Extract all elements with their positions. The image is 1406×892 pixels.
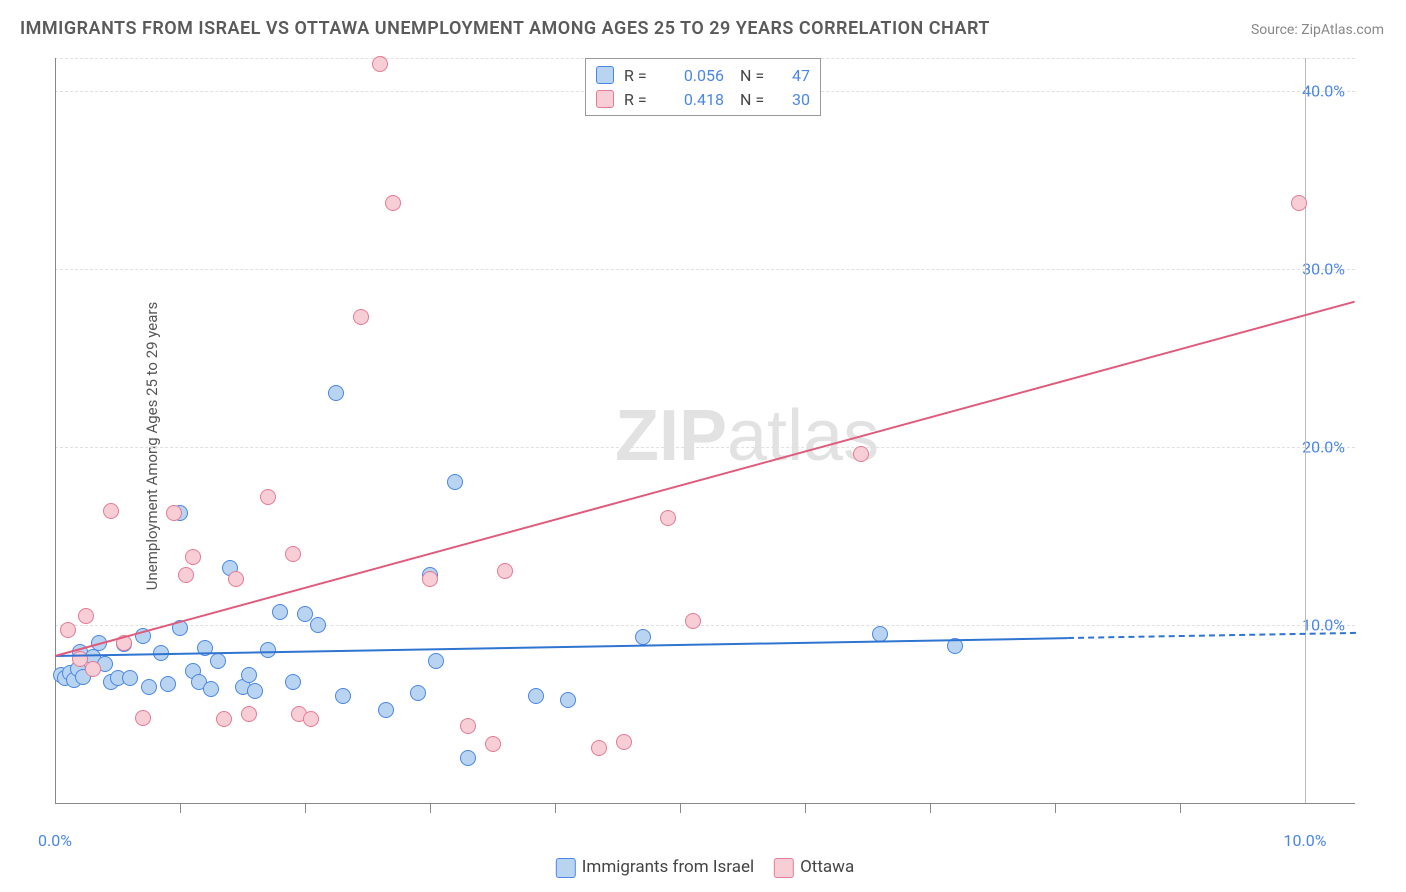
scatter-point-israel	[410, 685, 426, 701]
right-border	[1305, 58, 1306, 803]
legend-swatch	[774, 858, 794, 878]
gridline-h	[55, 447, 1355, 448]
scatter-point-ottawa	[216, 711, 232, 727]
scatter-point-israel	[428, 653, 444, 669]
legend-stats-row: R = 0.418 N = 30	[596, 87, 810, 111]
x-tick-mark	[1180, 803, 1181, 813]
x-tick-mark	[930, 803, 931, 813]
scatter-point-ottawa	[60, 622, 76, 638]
x-tick-label: 10.0%	[1284, 831, 1327, 850]
scatter-point-ottawa	[78, 608, 94, 624]
legend-n-label: N =	[740, 66, 770, 85]
scatter-point-israel	[160, 676, 176, 692]
scatter-point-ottawa	[460, 718, 476, 734]
watermark-bold: ZIP	[615, 396, 727, 476]
legend-stats: R = 0.056 N = 47 R = 0.418 N = 30	[585, 58, 821, 116]
scatter-point-israel	[528, 688, 544, 704]
scatter-point-ottawa	[372, 56, 388, 72]
scatter-point-ottawa	[497, 563, 513, 579]
scatter-point-ottawa	[241, 706, 257, 722]
scatter-point-ottawa	[85, 661, 101, 677]
legend-swatch	[596, 66, 614, 84]
scatter-point-israel	[460, 750, 476, 766]
trend-line	[55, 301, 1356, 657]
chart-title: IMMIGRANTS FROM ISRAEL VS OTTAWA UNEMPLO…	[20, 18, 990, 39]
x-tick-mark	[680, 803, 681, 813]
scatter-point-ottawa	[260, 489, 276, 505]
scatter-point-ottawa	[485, 736, 501, 752]
legend-series: Immigrants from Israel Ottawa	[556, 857, 854, 878]
legend-item-label: Ottawa	[800, 857, 854, 877]
scatter-point-ottawa	[853, 446, 869, 462]
legend-r-label: R =	[624, 90, 654, 109]
scatter-plot: ZIPatlas 10.0%20.0%30.0%40.0%0.0%10.0%R …	[55, 55, 1355, 825]
trend-line-dash	[1067, 632, 1355, 639]
scatter-point-israel	[141, 679, 157, 695]
y-tick-label: 20.0%	[1302, 437, 1345, 456]
scatter-point-ottawa	[353, 309, 369, 325]
scatter-point-israel	[203, 681, 219, 697]
scatter-point-israel	[122, 670, 138, 686]
scatter-point-ottawa	[660, 510, 676, 526]
legend-stats-row: R = 0.056 N = 47	[596, 63, 810, 87]
y-axis	[55, 58, 56, 803]
scatter-point-israel	[210, 653, 226, 669]
scatter-point-israel	[335, 688, 351, 704]
legend-item: Immigrants from Israel	[556, 857, 754, 878]
x-tick-mark	[805, 803, 806, 813]
scatter-point-ottawa	[422, 571, 438, 587]
legend-item-label: Immigrants from Israel	[582, 857, 754, 877]
scatter-point-ottawa	[685, 613, 701, 629]
scatter-point-ottawa	[385, 195, 401, 211]
scatter-point-israel	[310, 617, 326, 633]
scatter-point-ottawa	[303, 711, 319, 727]
scatter-point-israel	[635, 629, 651, 645]
legend-r-label: R =	[624, 66, 654, 85]
x-tick-mark	[180, 803, 181, 813]
legend-r-value: 0.418	[664, 90, 724, 109]
x-axis	[55, 803, 1355, 804]
scatter-point-israel	[447, 474, 463, 490]
scatter-point-ottawa	[285, 546, 301, 562]
scatter-point-israel	[247, 683, 263, 699]
source-label: Source: ZipAtlas.com	[1251, 22, 1384, 38]
legend-n-value: 30	[780, 90, 810, 109]
scatter-point-israel	[560, 692, 576, 708]
scatter-point-ottawa	[591, 740, 607, 756]
scatter-point-ottawa	[178, 567, 194, 583]
x-tick-mark	[305, 803, 306, 813]
gridline-h	[55, 625, 1355, 626]
legend-swatch	[596, 90, 614, 108]
legend-n-label: N =	[740, 90, 770, 109]
x-tick-mark	[430, 803, 431, 813]
scatter-point-israel	[328, 385, 344, 401]
y-tick-label: 40.0%	[1302, 81, 1345, 100]
watermark: ZIPatlas	[615, 395, 879, 477]
y-tick-label: 30.0%	[1302, 259, 1345, 278]
legend-r-value: 0.056	[664, 66, 724, 85]
scatter-point-israel	[285, 674, 301, 690]
scatter-point-ottawa	[616, 734, 632, 750]
scatter-point-israel	[241, 667, 257, 683]
source-name: ZipAtlas.com	[1301, 22, 1384, 38]
x-tick-label: 0.0%	[38, 831, 72, 850]
x-tick-mark	[1055, 803, 1056, 813]
source-prefix: Source:	[1251, 22, 1301, 38]
legend-swatch	[556, 858, 576, 878]
scatter-point-israel	[260, 642, 276, 658]
x-tick-mark	[555, 803, 556, 813]
scatter-point-ottawa	[1291, 195, 1307, 211]
scatter-point-israel	[378, 702, 394, 718]
scatter-point-israel	[272, 604, 288, 620]
gridline-h	[55, 269, 1355, 270]
scatter-point-ottawa	[135, 710, 151, 726]
scatter-point-ottawa	[103, 503, 119, 519]
scatter-point-ottawa	[185, 549, 201, 565]
scatter-point-ottawa	[228, 571, 244, 587]
legend-item: Ottawa	[774, 857, 854, 878]
legend-n-value: 47	[780, 66, 810, 85]
scatter-point-ottawa	[166, 505, 182, 521]
